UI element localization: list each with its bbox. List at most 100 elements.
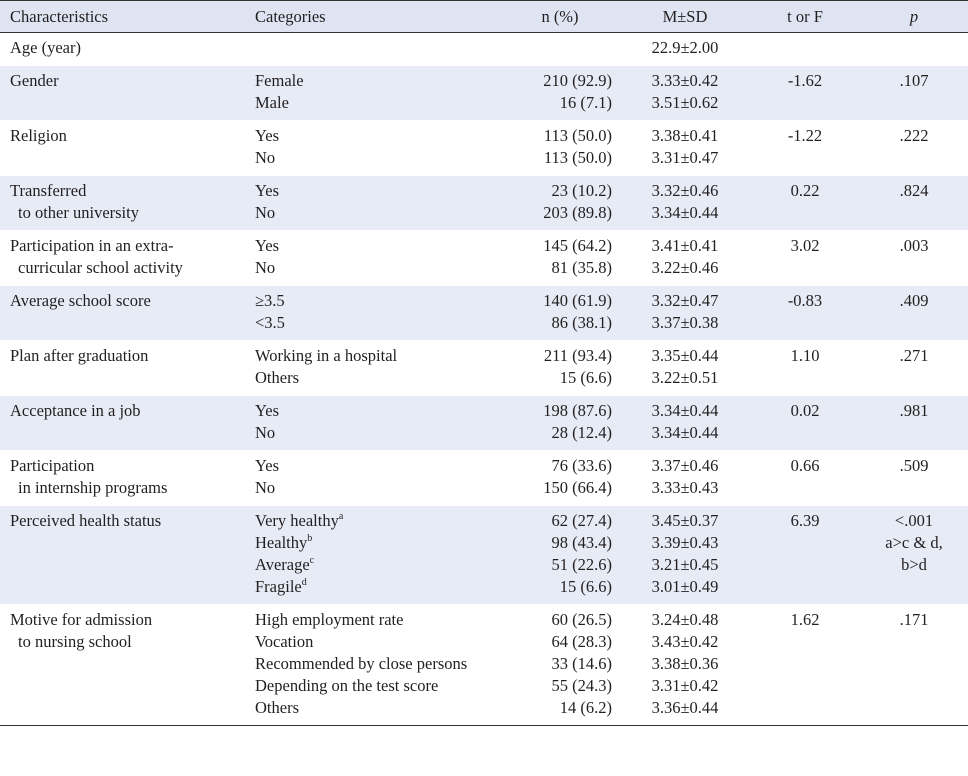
category: Working in a hospital [255, 346, 398, 365]
msd-value: 3.34±0.44 [651, 203, 719, 222]
category: Averagec [255, 555, 315, 574]
t-value: 0.02 [790, 401, 820, 420]
msd-value: 3.34±0.44 [651, 401, 719, 420]
n-value: 86 (38.1) [551, 313, 613, 332]
category: No [255, 258, 276, 277]
msd-value: 3.33±0.43 [651, 478, 719, 497]
t-value: -1.22 [787, 126, 823, 145]
superscript: a [338, 511, 344, 522]
category: Very healthya [255, 511, 344, 530]
msd-value: 3.38±0.36 [651, 654, 719, 673]
row-health: Perceived health status Very healthya He… [0, 505, 968, 605]
category: Male [255, 93, 289, 112]
category: Others [255, 698, 299, 717]
msd-value: 3.01±0.49 [651, 577, 719, 596]
n-value: 15 (6.6) [559, 577, 612, 596]
row-extracurricular: Participation in an extra-curricular sch… [0, 230, 968, 286]
t-value: -0.83 [787, 291, 823, 310]
posthoc: b>d [901, 555, 927, 574]
category: <3.5 [255, 313, 285, 332]
char-label: Gender [10, 71, 59, 90]
msd-value: 3.34±0.44 [651, 423, 719, 442]
char-label: Plan after graduation [10, 346, 149, 365]
category: Yes [255, 456, 280, 475]
category: Recommended by close persons [255, 654, 468, 673]
msd-value: 3.38±0.41 [651, 126, 719, 145]
msd-value: 3.32±0.46 [651, 181, 719, 200]
row-plan: Plan after graduation Working in a hospi… [0, 340, 968, 396]
t-value: 1.10 [790, 346, 820, 365]
msd-value: 3.51±0.62 [651, 93, 719, 112]
n-value: 145 (64.2) [543, 236, 612, 255]
char-label: Motive for admission [10, 610, 153, 629]
row-age: Age (year) 22.9±2.00 [0, 32, 968, 66]
category: Fragiled [255, 577, 307, 596]
n-value: 210 (92.9) [543, 71, 612, 90]
char-label: Age (year) [10, 38, 81, 57]
category: Vocation [255, 632, 314, 651]
p-value: .222 [899, 126, 929, 145]
msd-value: 3.36±0.44 [651, 698, 719, 717]
n-value: 76 (33.6) [551, 456, 613, 475]
n-value: 14 (6.2) [559, 698, 612, 717]
msd-value: 3.21±0.45 [651, 555, 719, 574]
row-gender: Gender Female Male 210 (92.9) 16 (7.1) 3.3… [0, 65, 968, 121]
msd-value: 3.37±0.46 [651, 456, 719, 475]
category: No [255, 478, 276, 497]
category: Yes [255, 126, 280, 145]
superscript: d [301, 577, 307, 588]
header-categories: Categories [245, 0, 500, 33]
row-school-score: Average school score ≥3.5 <3.5 140 (61.9)… [0, 285, 968, 341]
category: No [255, 203, 276, 222]
p-value: .271 [899, 346, 929, 365]
n-value: 16 (7.1) [559, 93, 612, 112]
category: Yes [255, 236, 280, 255]
msd-value: 3.37±0.38 [651, 313, 719, 332]
p-value: .409 [899, 291, 929, 310]
char-label: Transferred [10, 181, 87, 200]
category: Yes [255, 401, 280, 420]
n-value: 140 (61.9) [543, 291, 612, 310]
msd-value: 3.43±0.42 [651, 632, 719, 651]
n-value: 113 (50.0) [543, 126, 612, 145]
msd-value: 3.41±0.41 [651, 236, 719, 255]
p-value: <.001 [894, 511, 934, 530]
n-value: 150 (66.4) [543, 478, 612, 497]
n-value: 33 (14.6) [551, 654, 613, 673]
table-header: Characteristics Categories n (%) M±SD t … [0, 0, 968, 33]
msd-value: 3.32±0.47 [651, 291, 719, 310]
category: High employment rate [255, 610, 404, 629]
t-value: 0.66 [790, 456, 820, 475]
t-value: -1.62 [787, 71, 823, 90]
char-label-cont: in internship programs [18, 478, 168, 497]
t-value: 3.02 [790, 236, 820, 255]
row-transferred: Transferred to other university Yes No 23 … [0, 175, 968, 231]
t-value: 0.22 [790, 181, 820, 200]
char-label-cont: to nursing school [18, 632, 132, 651]
n-value: 113 (50.0) [543, 148, 612, 167]
header-msd: M±SD [620, 0, 750, 33]
n-value: 198 (87.6) [543, 401, 612, 420]
p-value: .107 [899, 71, 929, 90]
char-label: Perceived health status [10, 511, 162, 530]
msd-value: 3.39±0.43 [651, 533, 719, 552]
p-value: .509 [899, 456, 929, 475]
p-value: .003 [899, 236, 929, 255]
char-label: Religion [10, 126, 67, 145]
char-label: Participation [10, 456, 95, 475]
header-characteristics: Characteristics [0, 0, 245, 33]
category: Depending on the test score [255, 676, 439, 695]
category: Yes [255, 181, 280, 200]
superscript: b [307, 533, 313, 544]
p-value: .981 [899, 401, 929, 420]
p-value: .171 [899, 610, 929, 629]
char-label-cont: to other university [18, 203, 139, 222]
char-label-cont: curricular school activity [18, 258, 183, 277]
category: No [255, 423, 276, 442]
msd-value: 3.31±0.42 [651, 676, 719, 695]
category: No [255, 148, 276, 167]
posthoc: a>c & d, [885, 533, 943, 552]
n-value: 203 (89.8) [543, 203, 612, 222]
n-value: 23 (10.2) [551, 181, 613, 200]
n-value: 55 (24.3) [551, 676, 613, 695]
